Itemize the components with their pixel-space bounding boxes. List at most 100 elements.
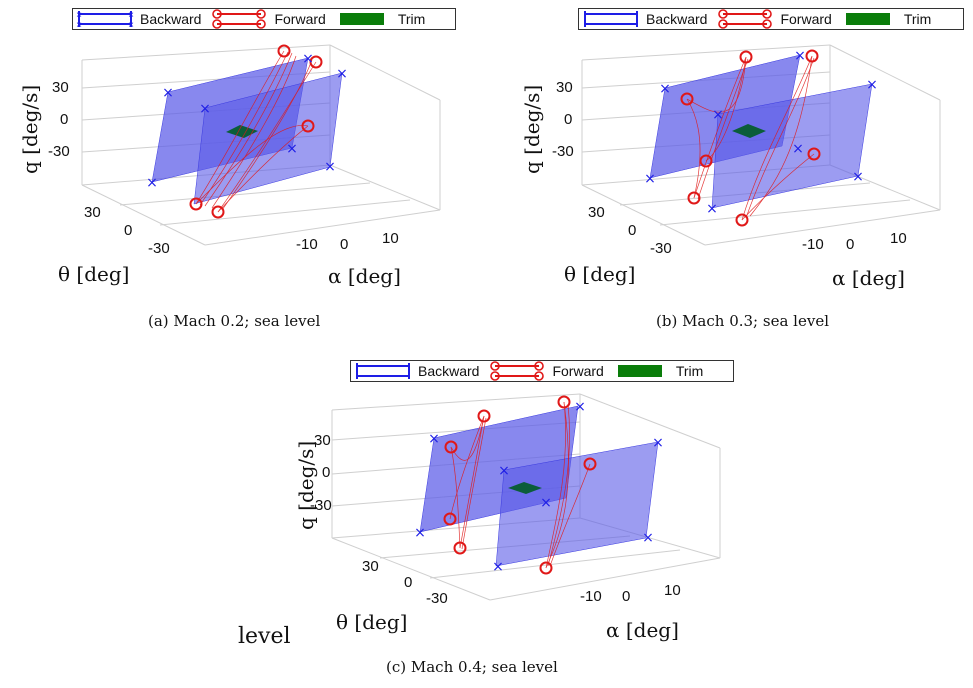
legend-trim-entry: Trim bbox=[610, 363, 703, 379]
backward-marker-icon bbox=[356, 363, 410, 379]
legend-backward-entry: Backward bbox=[351, 361, 479, 381]
subfigure-a: × × × × Backward Forward Trim bbox=[0, 0, 470, 340]
caption-c: (c) Mach 0.4; sea level bbox=[386, 658, 558, 676]
backward-marker: × bbox=[540, 495, 552, 511]
legend-forward-label: Forward bbox=[274, 11, 326, 27]
forward-marker bbox=[739, 50, 753, 64]
theta-tick: -30 bbox=[426, 590, 448, 607]
q-axis-label: q [deg/s] bbox=[294, 440, 318, 530]
backward-marker: × bbox=[162, 85, 174, 101]
alpha-tick: 10 bbox=[664, 582, 681, 599]
q-tick: 30 bbox=[556, 79, 573, 96]
plot-area-b: × × × × × × × × bbox=[581, 44, 941, 246]
backward-surface bbox=[495, 441, 659, 567]
theta-tick: 0 bbox=[124, 222, 133, 239]
forward-marker bbox=[699, 154, 713, 168]
forward-marker bbox=[453, 541, 467, 555]
backward-marker: × bbox=[286, 141, 298, 157]
alpha-tick: 0 bbox=[340, 236, 349, 253]
forward-trajectories bbox=[449, 401, 591, 569]
forward-marker-icon bbox=[718, 9, 773, 29]
backward-marker: × bbox=[302, 51, 314, 67]
forward-marker bbox=[807, 147, 821, 161]
forward-marker bbox=[277, 44, 291, 58]
q-tick: -30 bbox=[310, 497, 332, 514]
alpha-tick: 0 bbox=[846, 236, 855, 253]
theta-tick: 30 bbox=[588, 204, 605, 221]
forward-marker bbox=[443, 512, 457, 526]
alpha-tick: 10 bbox=[890, 230, 907, 247]
backward-marker: × bbox=[414, 525, 426, 541]
alpha-axis-label: α [deg] bbox=[606, 618, 679, 642]
alpha-axis-label: α [deg] bbox=[328, 264, 401, 288]
svg-text:×: × bbox=[128, 20, 134, 31]
legend-forward-label: Forward bbox=[780, 11, 832, 27]
q-tick: 0 bbox=[60, 111, 69, 128]
q-tick: 0 bbox=[564, 111, 573, 128]
legend-trim-label: Trim bbox=[397, 11, 426, 27]
theta-axis-label: θ [deg] bbox=[564, 262, 636, 286]
q-tick: 30 bbox=[314, 432, 331, 449]
legend-trim-label: Trim bbox=[903, 11, 932, 27]
backward-marker: × bbox=[644, 171, 656, 187]
q-tick: 0 bbox=[322, 464, 331, 481]
backward-surface bbox=[711, 83, 873, 209]
plot-area-a: × × × × × × × bbox=[81, 44, 441, 246]
alpha-tick: -10 bbox=[296, 236, 318, 253]
theta-tick: 30 bbox=[84, 204, 101, 221]
backward-marker-icon: × × × × bbox=[76, 10, 134, 31]
q-tick: -30 bbox=[48, 143, 70, 160]
caption-a: (a) Mach 0.2; sea level bbox=[148, 312, 321, 330]
alpha-tick: 10 bbox=[382, 230, 399, 247]
theta-tick: -30 bbox=[650, 240, 672, 257]
legend-b: Backward Forward Trim bbox=[578, 8, 964, 30]
backward-marker: × bbox=[428, 431, 440, 447]
trim-region bbox=[508, 482, 542, 494]
forward-marker-icon bbox=[490, 361, 545, 381]
legend-trim-entry: Trim bbox=[838, 11, 931, 27]
caption-b: (b) Mach 0.3; sea level bbox=[656, 312, 829, 330]
alpha-axis-label: α [deg] bbox=[832, 266, 905, 290]
legend-trim-label: Trim bbox=[675, 363, 704, 379]
q-axis-label: q [deg/s] bbox=[520, 84, 544, 174]
backward-marker: × bbox=[794, 48, 806, 64]
svg-text:×: × bbox=[128, 10, 134, 21]
svg-text:×: × bbox=[76, 20, 82, 31]
backward-marker: × bbox=[706, 201, 718, 217]
backward-marker: × bbox=[642, 530, 654, 546]
subfigure-b: Backward Forward Trim bbox=[500, 0, 970, 340]
svg-text:×: × bbox=[76, 10, 82, 21]
legend-forward-entry: Forward bbox=[207, 9, 326, 29]
subfigure-c: Backward Forward Trim bbox=[250, 352, 734, 688]
q-tick: -30 bbox=[552, 143, 574, 160]
theta-tick: 30 bbox=[362, 558, 379, 575]
forward-marker bbox=[680, 92, 694, 106]
stray-text: level bbox=[238, 624, 291, 649]
forward-marker bbox=[557, 395, 571, 409]
backward-marker: × bbox=[866, 77, 878, 93]
theta-tick: 0 bbox=[404, 574, 413, 591]
backward-marker: × bbox=[792, 141, 804, 157]
plot-area-c: × × × × × × × × bbox=[331, 393, 721, 601]
backward-marker: × bbox=[492, 559, 504, 575]
forward-marker bbox=[805, 49, 819, 63]
backward-marker: × bbox=[498, 463, 510, 479]
legend-backward-entry: × × × × Backward bbox=[73, 9, 201, 31]
backward-marker: × bbox=[324, 159, 336, 175]
forward-marker bbox=[309, 55, 323, 69]
backward-marker-icon bbox=[584, 11, 638, 27]
trim-region bbox=[226, 125, 258, 138]
legend-backward-label: Backward bbox=[646, 11, 708, 27]
theta-axis-label: θ [deg] bbox=[336, 610, 408, 634]
backward-marker: × bbox=[574, 399, 586, 415]
forward-marker bbox=[687, 191, 701, 205]
forward-marker bbox=[211, 205, 225, 219]
backward-marker: × bbox=[852, 169, 864, 185]
theta-axis-label: θ [deg] bbox=[58, 262, 130, 286]
legend-backward-entry: Backward bbox=[579, 9, 707, 29]
trim-swatch bbox=[339, 13, 384, 25]
alpha-tick: -10 bbox=[580, 588, 602, 605]
legend-c: Backward Forward Trim bbox=[350, 360, 734, 382]
theta-tick: -30 bbox=[148, 240, 170, 257]
backward-marker: × bbox=[652, 435, 664, 451]
